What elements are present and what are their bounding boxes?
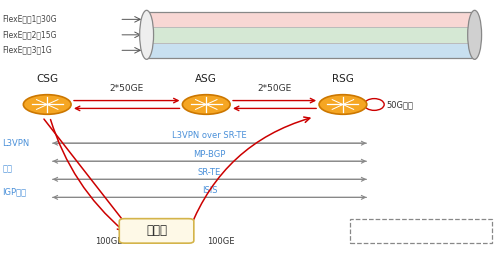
- Text: IGP协议: IGP协议: [2, 188, 27, 197]
- Text: MP-BGP: MP-BGP: [193, 150, 226, 158]
- Text: L3 VPN业务流: L3 VPN业务流: [398, 225, 442, 234]
- Text: L3VPN over SR-TE: L3VPN over SR-TE: [172, 132, 247, 140]
- FancyBboxPatch shape: [350, 219, 492, 243]
- Ellipse shape: [23, 95, 71, 114]
- Text: 50G互连: 50G互连: [387, 100, 414, 109]
- FancyBboxPatch shape: [147, 12, 475, 27]
- Text: 2*50GE: 2*50GE: [257, 84, 292, 93]
- Text: 100GE: 100GE: [207, 237, 235, 246]
- Text: L3VPN: L3VPN: [2, 139, 30, 148]
- Text: CSG: CSG: [36, 74, 58, 84]
- Text: FlexE切片2：15G: FlexE切片2：15G: [2, 30, 57, 39]
- Text: ISIS: ISIS: [202, 186, 217, 195]
- FancyBboxPatch shape: [147, 43, 475, 58]
- Text: 100GE: 100GE: [95, 237, 123, 246]
- Ellipse shape: [140, 10, 154, 59]
- Text: ASG: ASG: [195, 74, 217, 84]
- Ellipse shape: [182, 95, 230, 114]
- Text: 测试乺: 测试乺: [146, 224, 167, 237]
- Text: FlexE切片1：30G: FlexE切片1：30G: [2, 15, 57, 24]
- FancyBboxPatch shape: [147, 27, 475, 43]
- Text: RSG: RSG: [332, 74, 354, 84]
- Text: 隧道: 隧道: [2, 165, 12, 173]
- Text: FlexE切片3：1G: FlexE切片3：1G: [2, 46, 52, 55]
- Ellipse shape: [319, 95, 367, 114]
- FancyBboxPatch shape: [119, 219, 194, 243]
- Text: SR-TE: SR-TE: [198, 168, 221, 176]
- Ellipse shape: [468, 10, 482, 59]
- Text: 2*50GE: 2*50GE: [110, 84, 144, 93]
